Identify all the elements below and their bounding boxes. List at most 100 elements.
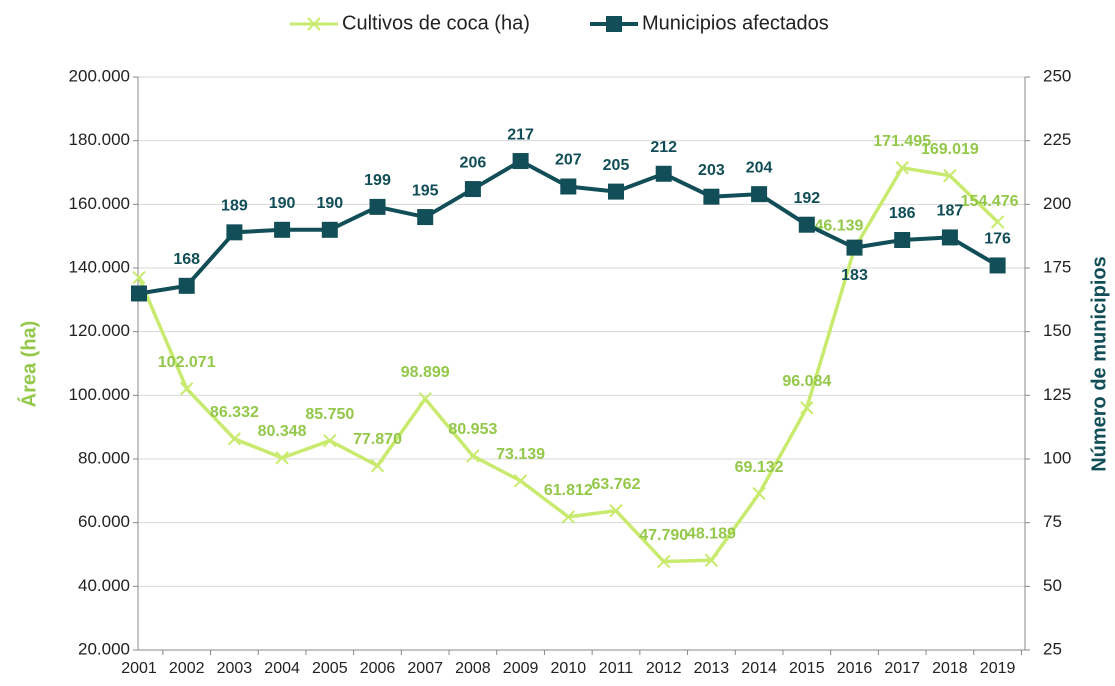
marker [609, 503, 623, 518]
y2-tick-label: 225 [1043, 130, 1071, 149]
data-label: 207 [555, 152, 582, 169]
marker [274, 221, 291, 238]
marker [941, 229, 958, 246]
marker [751, 186, 768, 203]
marker [178, 277, 195, 294]
marker [418, 392, 432, 406]
data-label: 171.495 [873, 133, 931, 150]
data-label: 80.348 [258, 423, 307, 440]
data-label: 204 [746, 159, 773, 176]
data-label: 154.476 [961, 193, 1019, 210]
y2-tick-label: 200 [1043, 194, 1071, 213]
marker [369, 198, 386, 215]
y2-tick-label: 75 [1043, 512, 1062, 531]
data-label: 98.899 [401, 364, 450, 381]
x-tick-label: 2014 [741, 660, 777, 677]
marker [321, 221, 338, 238]
y2-axis-title: Número de municipios [1088, 256, 1110, 472]
y2-tick-label: 125 [1043, 385, 1071, 404]
data-label: 203 [698, 162, 725, 179]
marker [752, 486, 766, 501]
y2-tick-label: 250 [1043, 66, 1071, 85]
y-tick-label: 160.000 [69, 194, 130, 213]
x-tick-label: 2004 [264, 660, 300, 677]
y-axis-title: Área (ha) [17, 321, 40, 408]
x-tick-label: 2011 [599, 660, 634, 677]
x-tick-label: 2007 [407, 660, 443, 677]
y-tick-label: 40.000 [78, 576, 130, 595]
y-tick-label: 120.000 [69, 321, 130, 340]
marker [132, 270, 146, 285]
data-label: 190 [269, 195, 296, 212]
y2-tick-label: 50 [1043, 576, 1062, 595]
y-tick-label: 140.000 [69, 257, 130, 276]
y-tick-label: 60.000 [78, 512, 130, 531]
data-label: 80.953 [448, 421, 497, 438]
y2-tick-label: 150 [1043, 321, 1071, 340]
x-tick-label: 2002 [169, 660, 205, 677]
marker [846, 239, 863, 256]
data-label: 176 [984, 231, 1011, 248]
data-label: 192 [793, 190, 820, 207]
data-label: 63.762 [592, 476, 641, 493]
data-label: 48.189 [687, 525, 736, 542]
data-label: 168 [173, 251, 200, 268]
data-label: 187 [937, 203, 964, 220]
x-tick-label: 2009 [503, 660, 539, 677]
y2-tick-label: 100 [1043, 448, 1071, 467]
x-tick-label: 2012 [646, 660, 682, 677]
x-tick-label: 2015 [789, 660, 825, 677]
data-label: 212 [650, 139, 677, 156]
data-label: 86.332 [210, 404, 259, 421]
x-tick-label: 2001 [121, 660, 157, 677]
data-label: 195 [412, 182, 439, 199]
marker [560, 178, 577, 195]
marker [655, 165, 672, 182]
x-tick-label: 2013 [694, 660, 730, 677]
marker [990, 215, 1005, 229]
marker [275, 451, 289, 465]
marker [943, 168, 957, 183]
legend-label: Cultivos de coca (ha) [342, 12, 530, 34]
data-label: 102.071 [158, 354, 216, 371]
x-tick-label: 2006 [360, 660, 396, 677]
series-line [137, 165, 999, 564]
legend-marker [606, 16, 622, 32]
marker [513, 474, 528, 488]
marker [227, 432, 242, 446]
x-tick-label: 2010 [551, 660, 587, 677]
marker [656, 554, 671, 569]
data-label: 169.019 [921, 141, 979, 158]
x-tick-label: 2016 [837, 660, 873, 677]
data-label: 189 [221, 198, 248, 215]
data-label: 206 [460, 154, 487, 171]
marker [226, 224, 243, 241]
x-tick-label: 2008 [455, 660, 491, 677]
marker [798, 216, 815, 233]
data-label: 186 [889, 205, 916, 222]
marker [370, 459, 385, 473]
marker [466, 449, 480, 463]
y-tick-label: 20.000 [78, 639, 130, 658]
legend-marker [307, 17, 321, 31]
x-tick-label: 2017 [884, 660, 920, 677]
y-tick-label: 200.000 [69, 66, 130, 85]
data-label: 96.084 [782, 373, 831, 390]
x-tick-label: 2018 [932, 660, 968, 677]
x-tick-label: 2003 [217, 660, 253, 677]
marker [131, 285, 147, 302]
marker [512, 153, 529, 170]
data-label: 183 [841, 267, 868, 284]
data-label: 73.139 [496, 446, 545, 463]
data-label: 85.750 [305, 406, 354, 423]
marker [894, 231, 911, 248]
data-label: 47.790 [639, 527, 688, 544]
marker [800, 401, 814, 415]
marker [703, 188, 720, 205]
data-label: 190 [316, 195, 343, 212]
legend-label: Municipios afectados [642, 12, 829, 34]
y-tick-label: 100.000 [69, 385, 130, 404]
data-label: 77.870 [353, 431, 402, 448]
data-label: 61.812 [544, 482, 593, 499]
